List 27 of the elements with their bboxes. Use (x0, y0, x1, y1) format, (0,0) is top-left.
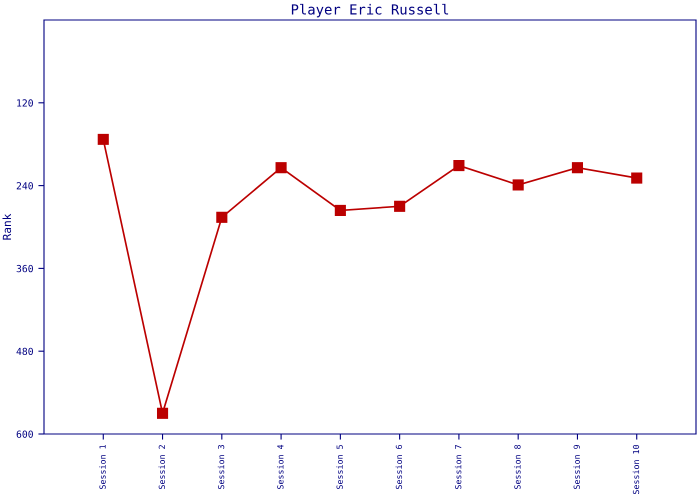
point (394, 200, 406, 212)
point (156, 408, 168, 419)
y-tick-label: 600 (16, 430, 33, 438)
y-axis-title: Rank (2, 214, 12, 240)
x-tick-label: Session 3 (218, 445, 224, 490)
x-tick-label: Session 10 (632, 444, 640, 494)
chart-title: Player Eric Russell (292, 4, 448, 18)
point (276, 162, 287, 174)
x-tick-label: Session 1 (99, 444, 106, 490)
x-tick-label: Session 4 (277, 444, 284, 490)
x-tick-label: Session 9 (573, 444, 580, 490)
y-tick-label: 480 (16, 348, 33, 356)
point (216, 212, 228, 223)
y-tick-label: 240 (16, 182, 33, 190)
y-tick-label: 120 (17, 99, 33, 107)
y-tick-label: 360 (16, 264, 33, 272)
point (512, 179, 524, 190)
point (98, 134, 109, 145)
x-tick-label: Session 5 (336, 445, 343, 490)
point (453, 160, 464, 172)
point (334, 204, 346, 216)
x-tick-label: Session 7 (454, 445, 462, 490)
point (572, 162, 584, 174)
x-tick-label: Session 2 (158, 445, 165, 490)
x-tick-label: Session 6 (396, 444, 402, 490)
point (631, 172, 642, 184)
x-tick-label: Session 8 (514, 444, 521, 490)
